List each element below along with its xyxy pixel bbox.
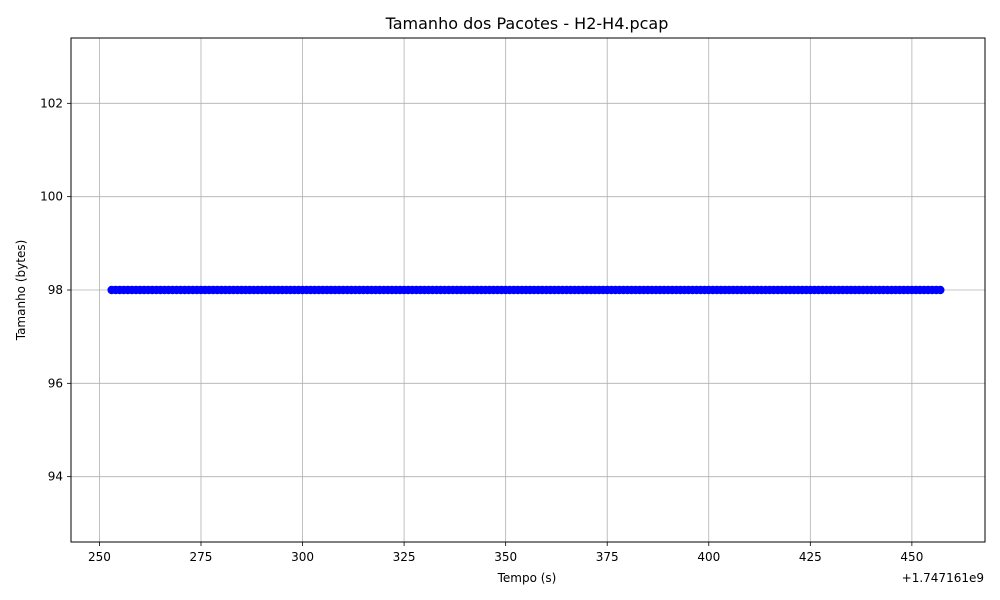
data-point xyxy=(936,285,945,295)
y-tick-label: 96 xyxy=(48,376,63,390)
data-points xyxy=(107,285,945,295)
y-tick-label: 94 xyxy=(48,470,63,484)
y-tick-label: 98 xyxy=(48,283,63,297)
x-axis-offset-label: +1.747161e9 xyxy=(902,571,984,585)
chart-title: Tamanho dos Pacotes - H2-H4.pcap xyxy=(385,14,669,33)
x-tick-label: 375 xyxy=(596,550,619,564)
x-tick-label: 450 xyxy=(900,550,923,564)
x-tick-label: 300 xyxy=(291,550,314,564)
y-axis-label: Tamanho (bytes) xyxy=(14,240,28,342)
x-tick-label: 350 xyxy=(494,550,517,564)
x-tick-label: 400 xyxy=(697,550,720,564)
y-tick-label: 100 xyxy=(40,190,63,204)
x-tick-label: 425 xyxy=(799,550,822,564)
x-tick-label: 250 xyxy=(88,550,111,564)
y-axis-ticks: 94 96 98 100 102 xyxy=(40,96,71,484)
y-tick-label: 102 xyxy=(40,96,63,110)
x-axis-ticks: 250 275 300 325 350 375 400 425 450 xyxy=(88,542,923,564)
x-tick-label: 275 xyxy=(190,550,213,564)
x-tick-label: 325 xyxy=(393,550,416,564)
x-axis-label: Tempo (s) xyxy=(497,571,557,585)
